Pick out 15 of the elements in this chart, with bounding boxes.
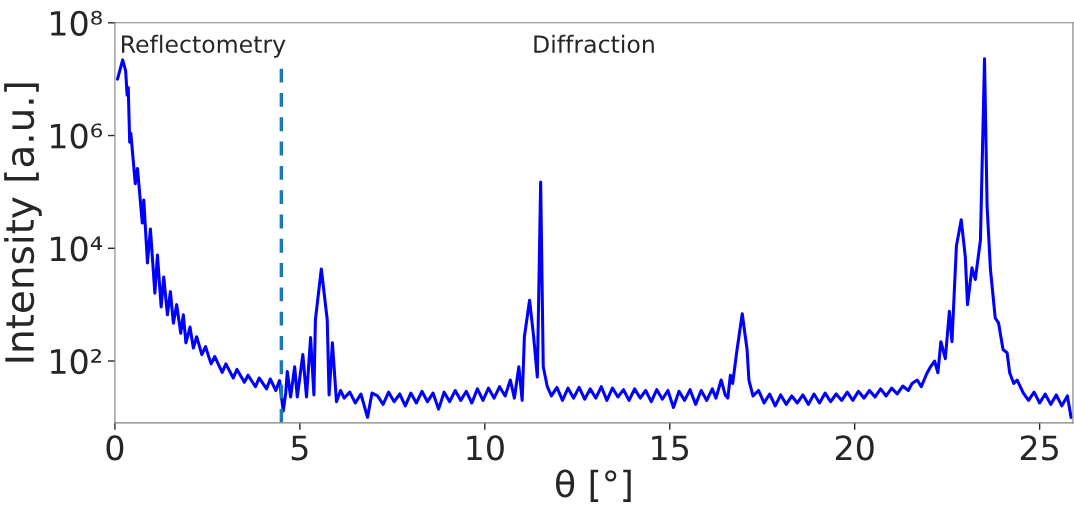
y-tick-label: 10²	[50, 348, 102, 375]
y-tick-label: 10⁸	[50, 10, 102, 36]
annotation: Reflectometry	[122, 34, 286, 58]
x-tick-label: 5	[291, 435, 308, 461]
x-tick-label: 10	[467, 435, 504, 461]
x-tick-label: 20	[835, 435, 874, 461]
line-series	[115, 57, 1073, 419]
x-axis-title: θ [°]	[556, 469, 631, 502]
y-axis-title: Intensity [a.u.]	[4, 83, 42, 362]
y-tick-label: 10⁶	[50, 123, 103, 149]
x-tick-label: 25	[1020, 435, 1058, 461]
annotation: Diffraction	[534, 34, 654, 54]
x-tick-label: 15	[652, 435, 689, 461]
x-tick-label: 0	[106, 435, 124, 461]
y-tick-label: 10⁴	[50, 236, 103, 262]
